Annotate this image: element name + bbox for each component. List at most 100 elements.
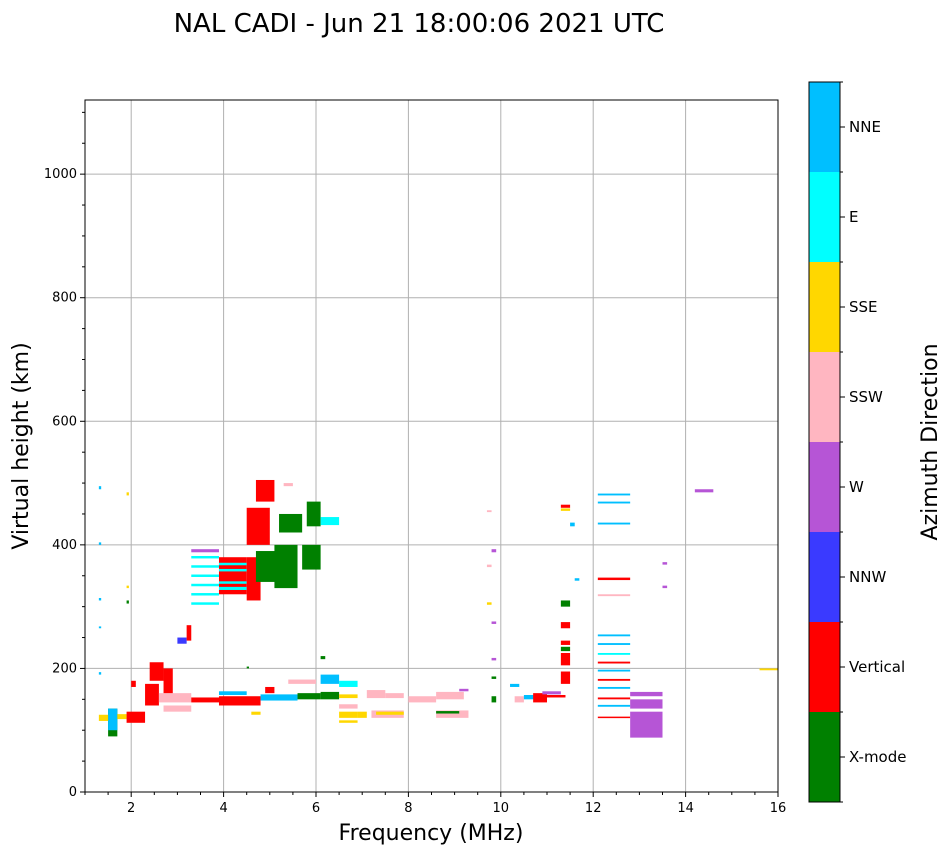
colorbar-swatch [809,172,840,262]
echo-mark [694,489,714,493]
echo-mark [339,704,358,709]
echo-mark [191,555,219,559]
echo-mark [542,691,561,695]
echo-mark [597,686,631,689]
echo-mark [246,507,270,545]
echo-mark [260,694,298,701]
echo-mark [597,501,631,504]
echo-mark [279,513,303,533]
echo-mark [376,711,404,715]
echo-mark [274,544,298,589]
echo-mark [560,508,571,511]
echo-mark [630,711,663,738]
echo-mark [191,565,219,568]
x-tick-label: 8 [404,801,412,816]
echo-mark [597,522,631,525]
echo-mark [191,583,219,587]
echo-mark [597,661,631,664]
echo-mark [191,602,219,605]
echo-mark [98,542,102,545]
echo-mark [218,691,247,695]
echo-mark [597,716,631,719]
echo-mark [491,696,497,703]
echo-mark [297,693,321,700]
echo-mark [597,643,631,645]
colorbar-label: Azimuth Direction [918,343,943,540]
echo-mark [339,694,358,699]
echo-mark [108,708,118,731]
colorbar-swatch [809,262,840,352]
y-tick-label: 800 [52,291,77,306]
echo-mark [486,510,492,513]
echo-mark [191,574,219,577]
echo-mark [597,669,631,672]
echo-mark [320,691,340,700]
echo-mark [339,720,358,723]
grid [85,100,778,792]
x-tick-label: 14 [677,801,694,816]
colorbar-swatch [809,352,840,442]
y-tick-label: 600 [52,414,77,429]
echo-mark [491,676,497,679]
colorbar-tick-label: NNE [849,118,881,136]
echo-mark [255,551,280,582]
echo-mark [436,711,460,714]
echo-mark [459,688,469,692]
colorbar-tick-label: X-mode [849,748,906,766]
colorbar-tick-label: W [849,478,864,496]
echo-mark [163,705,192,712]
echo-mark [560,646,571,652]
echo-mark [218,562,247,566]
echo-mark [320,656,326,660]
echo-mark [98,672,102,675]
colorbar-swatch [809,442,840,532]
echo-mark [385,693,404,699]
echo-mark [218,568,247,572]
echo-mark [597,634,631,637]
x-axis: 2 4 6 8 10 12 14 16 [84,792,787,816]
echo-mark [662,562,668,565]
echo-mark [177,637,187,644]
echo-mark [574,578,580,581]
y-tick-label: 400 [52,538,77,553]
echo-mark [357,711,367,718]
echo-marks [98,479,778,738]
echo-mark [246,666,250,669]
echo-mark [339,680,358,687]
colorbar-tick-label: NNW [849,568,886,586]
echo-mark [436,691,464,700]
colorbar-tick-label: Vertical [849,658,905,676]
x-tick-label: 16 [770,801,787,816]
echo-mark [597,704,631,707]
echo-mark [117,714,127,720]
echo-mark [320,674,340,684]
y-axis-label: Virtual height (km) [9,342,34,549]
chart-title: NAL CADI - Jun 21 18:00:06 2021 UTC [174,9,665,39]
echo-mark [491,549,497,553]
echo-mark [630,691,663,697]
echo-mark [158,693,192,703]
echo-mark [265,686,275,694]
x-axis-label: Frequency (MHz) [339,821,524,846]
echo-mark [283,483,293,487]
echo-mark [630,699,663,709]
y-tick-label: 1000 [44,167,77,182]
echo-mark [98,597,102,601]
echo-mark [306,501,321,527]
echo-mark [126,600,129,604]
echo-mark [186,625,192,641]
echo-mark [126,585,129,589]
echo-mark [547,694,566,698]
echo-mark [510,683,520,687]
echo-mark [98,486,102,490]
echo-mark [560,600,571,607]
echo-mark [486,602,492,605]
echo-mark [191,697,224,703]
echo-mark [597,652,631,655]
echo-mark [560,671,571,684]
colorbar-frame [808,81,841,803]
echo-mark [126,711,146,723]
colorbar-swatch [809,82,840,172]
colorbar-swatch [809,622,840,712]
